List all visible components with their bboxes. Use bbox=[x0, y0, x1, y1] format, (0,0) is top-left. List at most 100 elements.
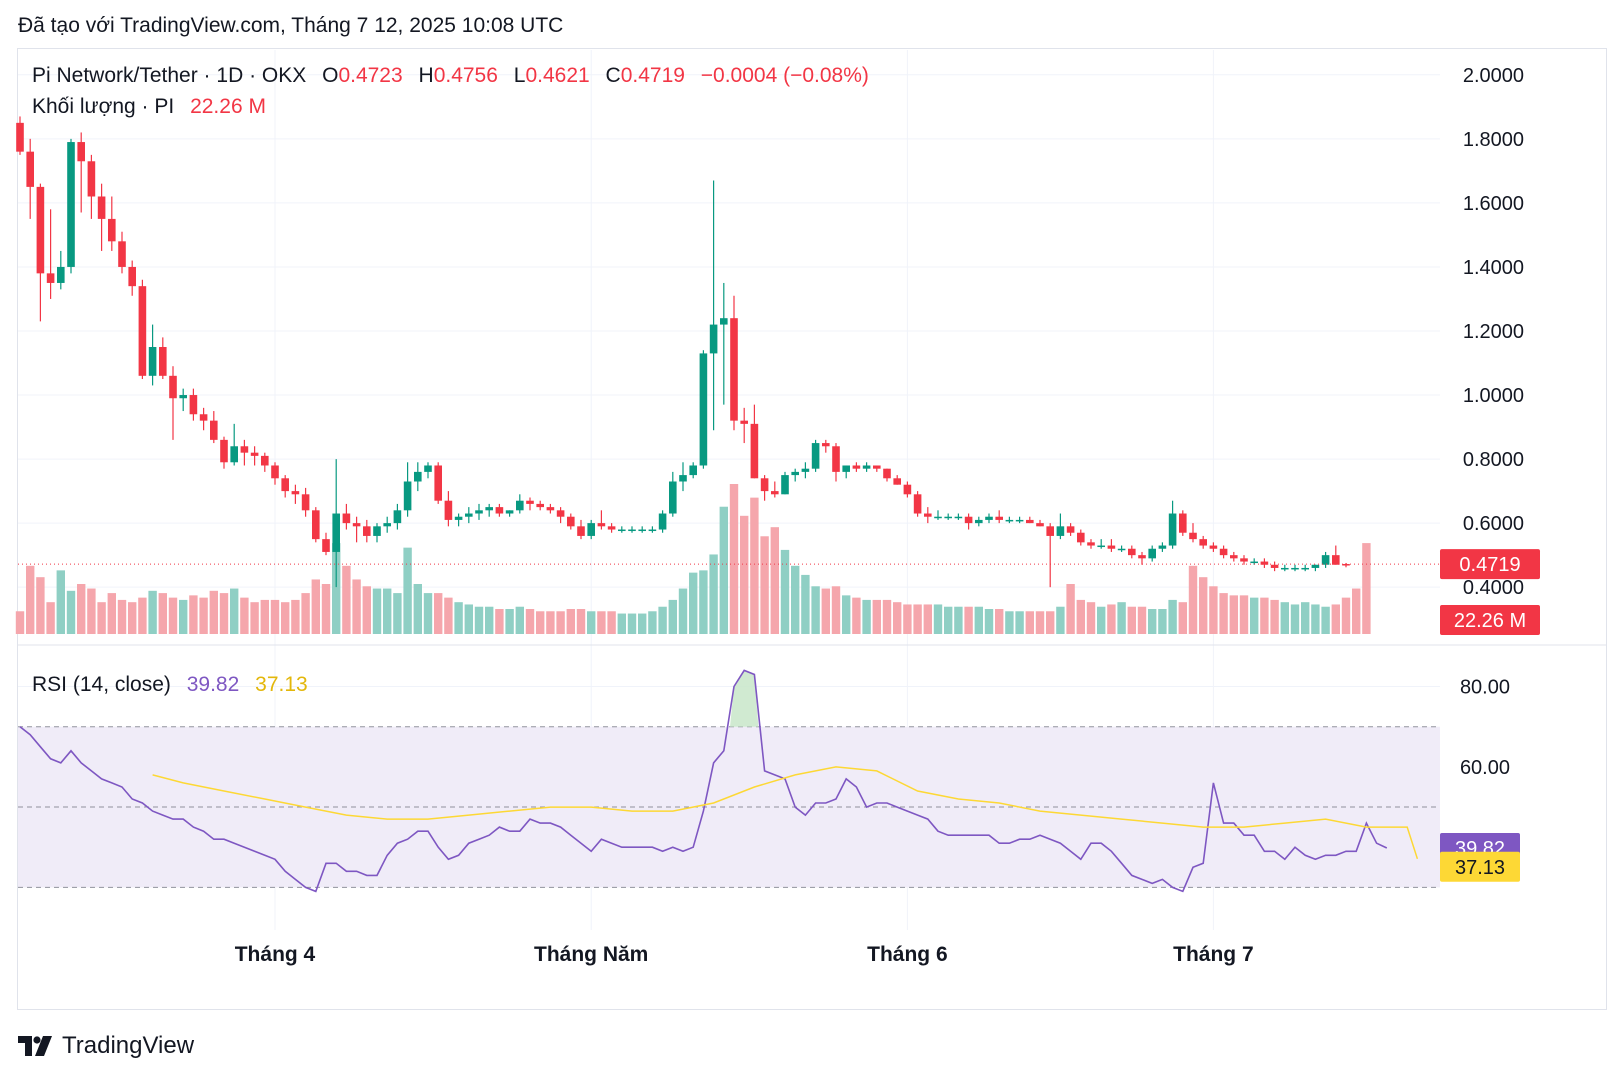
axis-layer: 0.4000 0.6000 0.8000 1.0000 1.2000 1.4000 1.60… bbox=[235, 65, 1524, 966]
volume-bar bbox=[1331, 604, 1340, 634]
volume-bar bbox=[709, 554, 718, 634]
volume-bar bbox=[1056, 606, 1065, 634]
candle-body bbox=[393, 510, 402, 524]
tradingview-brand: TradingView bbox=[62, 1032, 195, 1059]
symbol-label[interactable]: Pi Network/Tether · 1D · OKX bbox=[32, 64, 307, 87]
candle-body bbox=[883, 468, 891, 479]
volume-bar bbox=[1046, 611, 1055, 634]
volume-bar bbox=[383, 588, 392, 634]
volume-bar bbox=[974, 606, 983, 634]
candle-body bbox=[699, 353, 708, 466]
volume-bar bbox=[576, 609, 586, 634]
volume-bar bbox=[117, 599, 127, 634]
volume-bar bbox=[862, 599, 871, 634]
volume-bar bbox=[393, 593, 402, 634]
volume-bar bbox=[1229, 595, 1238, 634]
volume-bar bbox=[1148, 609, 1157, 634]
candle-body bbox=[995, 516, 1003, 520]
candle-body bbox=[77, 142, 85, 162]
rsi-label[interactable]: RSI (14, close) bbox=[32, 673, 171, 696]
volume-bar bbox=[1250, 597, 1259, 634]
candle-body bbox=[128, 266, 136, 287]
candle-body bbox=[332, 513, 340, 552]
candle-body bbox=[148, 347, 157, 376]
candle-body bbox=[403, 481, 412, 511]
candle-body bbox=[760, 478, 769, 492]
volume-bar bbox=[852, 597, 861, 634]
rsi-overbought-fill bbox=[730, 670, 759, 727]
high-value: 0.4756 bbox=[433, 64, 498, 87]
candle-body bbox=[1270, 564, 1279, 568]
volume-bar bbox=[607, 611, 616, 634]
volume-bar bbox=[107, 593, 116, 634]
candle-body bbox=[342, 513, 351, 524]
volume-bar bbox=[893, 602, 902, 634]
volume-layer bbox=[15, 484, 1371, 634]
time-tick-label: Tháng 6 bbox=[867, 943, 948, 966]
volume-bar bbox=[138, 597, 147, 634]
volume-bar bbox=[1158, 609, 1167, 634]
candle-body bbox=[424, 465, 432, 472]
candle-body bbox=[1240, 558, 1248, 562]
volume-bar bbox=[444, 597, 453, 634]
volume-bar bbox=[26, 565, 35, 634]
candle-body bbox=[1342, 564, 1350, 566]
open-label: O bbox=[322, 64, 339, 87]
candle-body bbox=[1117, 548, 1126, 551]
volume-bar bbox=[189, 595, 198, 634]
candle-body bbox=[1138, 555, 1146, 559]
volume-bar bbox=[1107, 604, 1116, 634]
candle-body bbox=[720, 318, 728, 325]
candle-body bbox=[669, 481, 677, 514]
volume-bar bbox=[403, 547, 412, 634]
volume-bar bbox=[740, 515, 749, 634]
candle-body bbox=[689, 465, 697, 476]
candle-body bbox=[373, 526, 381, 536]
candle-body bbox=[108, 218, 116, 242]
candle-body bbox=[638, 529, 646, 532]
candle-body bbox=[536, 503, 544, 508]
volume-bar bbox=[413, 584, 422, 634]
volume-bar bbox=[944, 606, 953, 634]
volume-bar bbox=[1301, 602, 1310, 634]
volume-label[interactable]: Khối lượng · PI bbox=[32, 95, 175, 118]
volume-bar bbox=[1025, 611, 1034, 634]
volume-bar bbox=[760, 536, 769, 634]
volume-bar bbox=[831, 586, 841, 634]
candle-body bbox=[352, 523, 361, 527]
volume-bar bbox=[281, 602, 290, 634]
low-label: L bbox=[513, 64, 526, 87]
volume-bar bbox=[1209, 586, 1218, 634]
candle-body bbox=[97, 196, 106, 219]
volume-bar bbox=[1076, 599, 1085, 634]
candle-body bbox=[312, 510, 320, 540]
rsi-ma-badge-text: 37.13 bbox=[1455, 857, 1505, 879]
price-tick-label: 1.6000 bbox=[1463, 193, 1524, 215]
volume-bar bbox=[770, 527, 779, 634]
rsi-ma-line bbox=[152, 766, 1419, 860]
volume-bar bbox=[821, 588, 830, 634]
volume-bar bbox=[536, 611, 545, 634]
candle-body bbox=[1066, 526, 1075, 533]
volume-bar bbox=[729, 484, 739, 634]
candle-body bbox=[1026, 519, 1034, 524]
candle-body bbox=[1046, 526, 1054, 536]
candle-body bbox=[832, 446, 840, 472]
candle-body bbox=[465, 513, 473, 517]
candle-body bbox=[383, 523, 391, 527]
volume-bar bbox=[1097, 606, 1106, 634]
volume-bar bbox=[587, 611, 596, 634]
candle-body bbox=[261, 455, 269, 466]
candle-body bbox=[220, 439, 228, 463]
volume-bar bbox=[332, 543, 341, 634]
volume-bar bbox=[158, 593, 167, 634]
tradingview-logo-icon bbox=[18, 1036, 52, 1056]
candle-body bbox=[36, 186, 45, 274]
tradingview-logo[interactable]: TradingView bbox=[18, 1032, 194, 1060]
volume-bar bbox=[46, 602, 55, 634]
rsi-ma-badge: 37.13 bbox=[1440, 851, 1520, 882]
candle-body bbox=[189, 395, 198, 415]
candle-body bbox=[1230, 555, 1238, 559]
candle-body bbox=[1260, 561, 1269, 565]
